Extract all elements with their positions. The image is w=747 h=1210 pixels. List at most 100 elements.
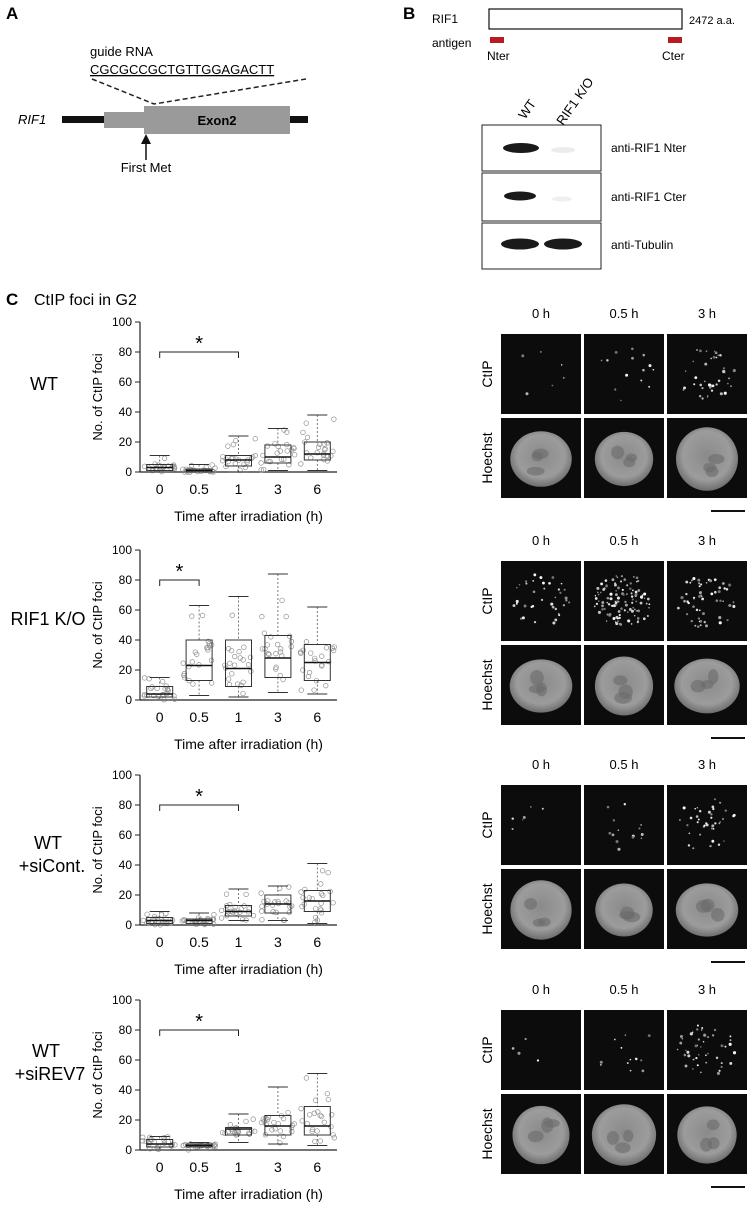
ctip-focus [696, 1024, 699, 1027]
ctip-focus [719, 392, 723, 396]
ctip-focus [645, 602, 648, 605]
data-point [298, 1106, 304, 1112]
ctip-focus [697, 625, 700, 629]
data-point [269, 902, 276, 908]
ctip-focus [646, 614, 649, 617]
blot-nter [481, 124, 602, 172]
nucleolus [623, 457, 636, 468]
ctip-focus [720, 1065, 723, 1069]
ctip-focus [717, 354, 720, 357]
ctip-focus [711, 384, 715, 388]
ctip-focus [614, 600, 617, 603]
ctip-focus [688, 832, 691, 835]
ctip-focus [637, 589, 641, 592]
ctip-focus [564, 596, 568, 600]
data-point [303, 1075, 310, 1081]
ctip-focus [517, 1051, 521, 1055]
ctip-focus [715, 599, 719, 602]
data-point [287, 633, 293, 639]
micrographs-wt-sicont: 0 h 0.5 h 3 h CtIP Hoechst [479, 757, 747, 963]
data-point [161, 1135, 167, 1141]
micrographs-wt-sirev7: 0 h 0.5 h 3 h CtIP Hoechst [479, 982, 747, 1188]
y-tick-label: 0 [125, 465, 132, 479]
ctip-focus [518, 583, 521, 586]
ctip-focus [604, 579, 608, 582]
data-point [230, 441, 237, 448]
panel-b: B RIF1 2472 a.a. antigen Nter Cter WT RI… [403, 4, 735, 270]
y-tick-label: 100 [112, 768, 132, 782]
ctip-focus [614, 601, 618, 605]
ctip-focus [641, 1069, 645, 1073]
ctip-focus [536, 1059, 540, 1062]
y-axis-label: No. of CtIP foci [90, 581, 105, 668]
ctip-focus [699, 619, 703, 623]
ctip-focus [701, 612, 705, 616]
ctip-image [584, 785, 664, 865]
data-point [160, 678, 166, 685]
ctip-focus [511, 827, 514, 831]
time-label: 3 h [698, 306, 716, 321]
nucleolus [614, 1142, 631, 1154]
y-tick-label: 20 [119, 1113, 133, 1127]
ctip-focus [722, 369, 726, 374]
significance-bracket [159, 1029, 239, 1036]
condition-label-sirev7-2: +siREV7 [15, 1064, 86, 1084]
row-label-hoechst: Hoechst [479, 883, 495, 934]
ctip-focus [722, 600, 724, 603]
exon2-box [144, 106, 290, 134]
time-label: 0 h [532, 533, 550, 548]
ctip-focus [611, 578, 615, 582]
data-point [323, 683, 329, 689]
panel-c-title: CtIP foci in G2 [34, 292, 137, 309]
ctip-focus [639, 595, 644, 599]
data-point [312, 655, 318, 662]
ctip-focus [706, 1036, 710, 1039]
data-point [288, 638, 295, 645]
ctip-focus [705, 1054, 707, 1057]
ctip-focus [597, 593, 600, 596]
ctip-focus [619, 580, 623, 583]
data-point [248, 668, 254, 675]
ctip-focus [516, 586, 518, 589]
data-point [186, 663, 192, 670]
ctip-focus [700, 1071, 702, 1074]
ctip-focus [642, 617, 646, 621]
data-point [161, 455, 168, 461]
boxplot-wt-sirev7: 0 20 40 60 80 100 No. of CtIP foci 0 0.5 1 3 6 Time … [90, 993, 337, 1202]
ctip-focus [711, 805, 715, 809]
band-cter-wt [504, 191, 536, 201]
y-tick-label: 40 [119, 1083, 133, 1097]
data-point [278, 646, 284, 652]
ctip-focus [594, 597, 598, 600]
data-point [233, 437, 239, 444]
data-point [225, 676, 232, 682]
ctip-focus [525, 582, 528, 585]
ctip-focus [601, 608, 604, 611]
boxplot-rif1-ko: 0 20 40 60 80 100 No. of CtIP foci 0 0.5 1 3 6 Time … [90, 543, 337, 752]
nucleus [677, 1106, 737, 1164]
row-label-ctip: CtIP [479, 360, 495, 387]
ctip-focus [614, 582, 617, 585]
ctip-focus [632, 589, 634, 592]
blot-tubulin [481, 222, 602, 270]
data-point [243, 891, 249, 898]
data-point [284, 429, 290, 435]
ctip-focus [710, 389, 714, 392]
ctip-focus [680, 596, 684, 600]
nucleolus [613, 675, 628, 686]
data-point [280, 1133, 287, 1140]
ctip-focus [713, 1028, 717, 1032]
ctip-focus [698, 394, 702, 398]
data-point [227, 1122, 233, 1128]
x-tick-label: 3 [274, 934, 282, 950]
data-point [304, 434, 311, 440]
ctip-focus [697, 1038, 700, 1041]
data-point [273, 909, 279, 915]
ctip-focus [703, 620, 706, 624]
ctip-focus [643, 597, 646, 600]
ctip-focus [626, 611, 629, 614]
ctip-focus [515, 602, 518, 605]
ctip-focus [636, 580, 638, 583]
row-label-ctip: CtIP [479, 1036, 495, 1063]
data-point [306, 895, 312, 901]
